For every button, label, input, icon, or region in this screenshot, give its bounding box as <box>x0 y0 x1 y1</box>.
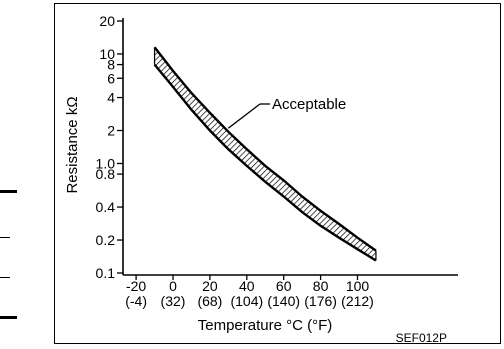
y-tick-label: 2 <box>107 123 115 139</box>
y-axis-label: Resistance kΩ <box>64 96 81 193</box>
figure-frame <box>54 3 501 344</box>
x-tick-sublabel: (-4) <box>125 293 147 309</box>
x-tick-sublabel: (140) <box>267 293 300 309</box>
y-tick-label: 10 <box>99 46 115 62</box>
left-margin-rule-lower <box>0 316 17 319</box>
tolerance-upper-limit <box>153 46 377 252</box>
x-tick-sublabel: (32) <box>161 293 186 309</box>
x-tick-sublabel: (212) <box>341 293 374 309</box>
x-tick-label: 20 <box>202 278 218 294</box>
x-tick-label: 80 <box>313 278 329 294</box>
figure-code: SEF012P <box>396 331 447 345</box>
y-tick-label: 6 <box>107 70 115 86</box>
x-tick-label: 0 <box>169 278 177 294</box>
x-tick-label: 40 <box>239 278 255 294</box>
y-tick-label: 8 <box>107 57 115 73</box>
y-tick-label: 0.4 <box>96 199 116 215</box>
left-margin-rule-middle <box>0 237 10 238</box>
y-tick-label: 0.1 <box>96 265 116 281</box>
annotation-leader <box>227 103 261 129</box>
left-margin-rule-lower-thin <box>0 277 10 278</box>
x-tick-label: 60 <box>276 278 292 294</box>
x-axis-label: Temperature °C (°F) <box>198 317 333 334</box>
x-tick-sublabel: (68) <box>197 293 222 309</box>
y-tick-label: 20 <box>99 13 115 29</box>
y-tick-label: 0.8 <box>96 166 116 182</box>
y-tick-label: 1.0 <box>96 155 116 171</box>
tolerance-band-fill <box>154 47 376 261</box>
x-tick-label: 100 <box>346 278 370 294</box>
y-tick-label: 0.2 <box>96 232 116 248</box>
tolerance-lower-limit <box>153 63 377 262</box>
y-tick-label: 4 <box>107 90 115 106</box>
x-tick-sublabel: (104) <box>230 293 263 309</box>
left-margin-rule-upper <box>0 190 17 193</box>
x-tick-sublabel: (176) <box>304 293 337 309</box>
acceptable-annotation: Acceptable <box>272 96 346 113</box>
x-tick-label: -20 <box>126 278 146 294</box>
